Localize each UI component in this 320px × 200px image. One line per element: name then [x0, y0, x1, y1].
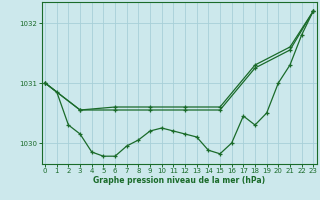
- X-axis label: Graphe pression niveau de la mer (hPa): Graphe pression niveau de la mer (hPa): [93, 176, 265, 185]
